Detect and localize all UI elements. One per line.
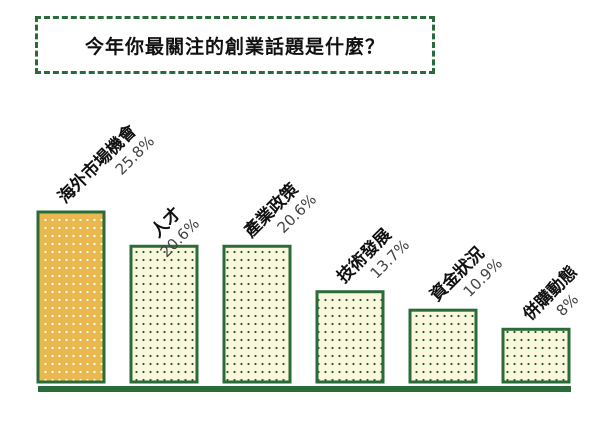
bar-4 xyxy=(315,290,385,384)
title-box: 今年你最關注的創業話題是什麼？ xyxy=(35,16,435,74)
baseline xyxy=(38,386,571,392)
bars-group xyxy=(36,210,571,384)
bar-1 xyxy=(36,210,106,384)
bar-5 xyxy=(408,308,478,384)
bar-2 xyxy=(129,244,199,384)
bar-6 xyxy=(501,327,571,384)
chart-title: 今年你最關注的創業話題是什麼？ xyxy=(84,35,385,58)
bar-3 xyxy=(222,244,292,384)
